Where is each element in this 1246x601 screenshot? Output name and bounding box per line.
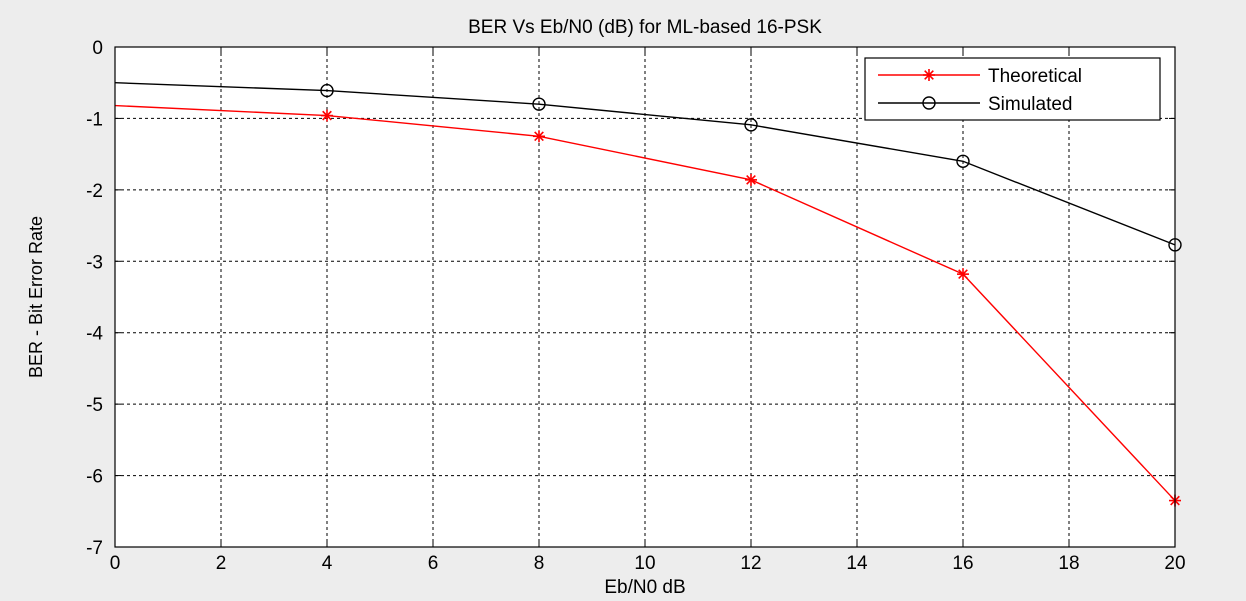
- plot-border: [114, 46, 1176, 548]
- series-line-simulated: [114, 82, 1176, 246]
- x-tick-label: 18: [1058, 553, 1079, 574]
- series-line-theoretical: [114, 104, 1176, 502]
- data-point-theoretical: [957, 268, 969, 281]
- x-tick-label: 4: [322, 553, 333, 574]
- legend-marker-simulated: [922, 96, 936, 110]
- x-tick-label: 14: [846, 553, 868, 574]
- data-point-theoretical: [745, 173, 757, 186]
- y-tick-label: -4: [86, 324, 103, 345]
- x-tick-label: 16: [952, 553, 973, 574]
- data-point-simulated: [532, 97, 546, 111]
- series-layer: [114, 82, 1182, 507]
- legend-box: [864, 57, 1161, 121]
- legend-label-theoretical: Theoretical: [988, 66, 1082, 87]
- legend-asterisk-marker: [923, 69, 935, 81]
- legend-label-simulated: Simulated: [988, 94, 1073, 115]
- legend-marker-theoretical: [923, 69, 935, 81]
- chart-title: BER Vs Eb/N0 (dB) for ML-based 16-PSK: [468, 17, 822, 38]
- y-tick-label: -7: [86, 538, 103, 559]
- y-tick-label: -1: [86, 109, 103, 130]
- y-tick-label: -6: [86, 467, 103, 488]
- y-tick-label: -5: [86, 395, 103, 416]
- data-point-theoretical: [533, 130, 545, 143]
- y-tick-label: -2: [86, 181, 103, 202]
- x-tick-label: 6: [428, 553, 439, 574]
- x-tick-label: 8: [534, 553, 545, 574]
- x-tick-label: 12: [740, 553, 761, 574]
- x-tick-label: 10: [634, 553, 655, 574]
- x-tick-label: 2: [216, 553, 227, 574]
- legend-circle-marker: [922, 96, 936, 110]
- x-tick-label: 20: [1164, 553, 1185, 574]
- y-tick-label: -3: [86, 252, 103, 273]
- legend: Theoretical Simulated: [864, 57, 1161, 121]
- x-tick-label: 0: [110, 553, 121, 574]
- tick-labels: 0 2 4 6 8 10 12 14 16 18 20 0 -1 -2 -3 -4 -5 -6 -7: [86, 38, 1185, 574]
- y-tick-label: 0: [92, 38, 103, 59]
- data-point-simulated: [956, 154, 970, 168]
- data-point-simulated: [320, 83, 334, 98]
- y-axis-label: BER - Bit Error Rate: [26, 216, 46, 378]
- data-point-simulated: [744, 118, 758, 132]
- data-point-theoretical: [321, 109, 333, 122]
- x-axis-label: Eb/N0 dB: [604, 577, 685, 598]
